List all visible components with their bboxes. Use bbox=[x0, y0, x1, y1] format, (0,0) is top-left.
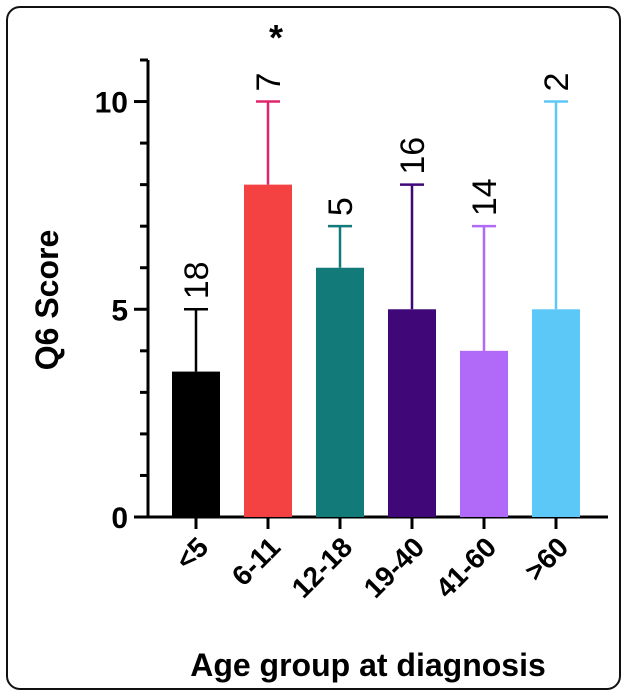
bar bbox=[388, 309, 436, 517]
bar bbox=[460, 350, 508, 517]
category-label: 19-40 bbox=[358, 531, 431, 604]
category-label: 41-60 bbox=[430, 531, 503, 604]
bars bbox=[172, 184, 580, 518]
category-label: >60 bbox=[519, 531, 575, 587]
n-labels: 18 7 * 5 16 14 2 bbox=[178, 17, 576, 299]
category-label: 6-11 bbox=[226, 531, 286, 591]
n-label: 18 bbox=[178, 261, 216, 299]
bar bbox=[244, 184, 292, 518]
n-label: 2 bbox=[538, 73, 576, 92]
category-label: 12-18 bbox=[286, 531, 359, 604]
figure-frame bbox=[6, 6, 621, 690]
n-label: 16 bbox=[394, 137, 432, 175]
category-labels: <5 6-11 12-18 19-40 41-60 >60 bbox=[170, 531, 575, 604]
n-label: 14 bbox=[466, 178, 504, 216]
y-tick-label: 5 bbox=[111, 294, 128, 327]
bar bbox=[172, 371, 220, 517]
bar bbox=[532, 309, 580, 517]
n-label: 7 bbox=[250, 73, 288, 92]
y-tick-label: 0 bbox=[111, 502, 128, 535]
n-label: 5 bbox=[322, 197, 360, 216]
significance-marker: * bbox=[269, 17, 283, 58]
y-tick-label: 10 bbox=[95, 87, 128, 120]
error-bars bbox=[184, 100, 568, 372]
bar bbox=[316, 267, 364, 517]
y-axis-title: Q6 Score bbox=[29, 230, 65, 371]
x-axis-title: Age group at diagnosis bbox=[190, 647, 546, 683]
category-label: <5 bbox=[170, 531, 215, 576]
